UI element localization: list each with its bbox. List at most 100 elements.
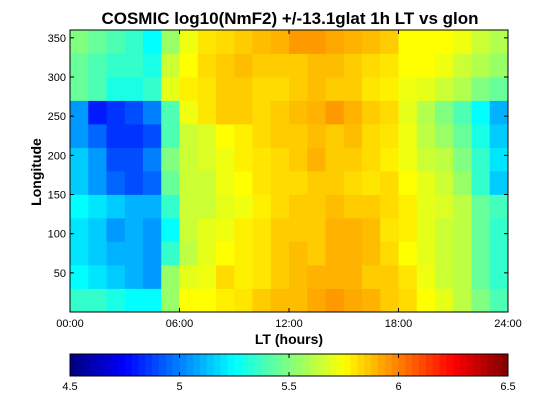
heatmap-cell [343, 77, 363, 101]
colorbar-segment [282, 354, 290, 376]
heatmap-cell [289, 77, 308, 101]
heatmap-cell [216, 265, 235, 289]
heatmap-cell [124, 241, 144, 266]
heatmap-cell [435, 171, 454, 195]
heatmap-cell [161, 171, 180, 195]
heatmap-cell [380, 241, 399, 266]
heatmap-cell [252, 171, 272, 195]
heatmap-cell [270, 77, 290, 101]
heatmap-cell [343, 124, 363, 148]
heatmap-cell [70, 100, 89, 125]
heatmap-cell [307, 77, 326, 101]
heatmap-cell [453, 30, 472, 54]
heatmap-cell [88, 147, 107, 172]
colorbar-segment [90, 354, 98, 376]
heatmap-cell [380, 265, 399, 289]
x-axis-ticks: 00:00 06:00 12:00 18:00 24:00 [56, 30, 522, 330]
heatmap-cell [435, 30, 454, 54]
colorbar-segment [446, 354, 454, 376]
y-tick-label: 250 [48, 111, 66, 123]
heatmap-cell [416, 241, 436, 266]
heatmap-cell [307, 30, 326, 54]
colorbar-segment [405, 354, 413, 376]
heatmap-cell [70, 30, 89, 54]
heatmap-cell [216, 288, 235, 313]
colorbar-segment [302, 354, 310, 376]
heatmap-cell [179, 53, 199, 78]
heatmap-cell [216, 147, 235, 172]
heatmap-cell [416, 124, 436, 148]
heatmap-cell [88, 171, 107, 195]
colorbar-tick-label: 5.5 [281, 381, 296, 393]
heatmap-cell [143, 194, 162, 219]
heatmap-cell [489, 100, 509, 125]
heatmap-cell [197, 53, 217, 78]
heatmap-cell [216, 77, 235, 101]
heatmap-cell [106, 171, 126, 195]
colorbar-segment [377, 354, 386, 376]
colorbar-segment [241, 354, 249, 376]
heatmap-cell [325, 124, 345, 148]
y-tick-label: 300 [48, 72, 66, 84]
colorbar-segment [419, 354, 427, 376]
heatmap-cell [106, 124, 126, 148]
heatmap-cell [197, 171, 217, 195]
heatmap-cell [416, 288, 436, 313]
heatmap-cell [252, 147, 272, 172]
heatmap-cell [453, 218, 472, 242]
heatmap-cell [88, 194, 107, 219]
colorbar-segment [309, 354, 317, 376]
colorbar-segment [179, 354, 187, 376]
heatmap-cell [453, 171, 472, 195]
heatmap-cell [88, 77, 107, 101]
heatmap-cell [143, 53, 162, 78]
heatmap-cell [362, 30, 381, 54]
colorbar-segment [234, 354, 242, 376]
colorbar-segment [227, 354, 235, 376]
heatmap-cell [70, 171, 89, 195]
colorbar-segment [158, 354, 167, 376]
colorbar-segment [460, 354, 468, 376]
heatmap-cell [106, 77, 126, 101]
heatmap-cell [143, 171, 162, 195]
colorbar-tick-label: 4.5 [62, 381, 77, 393]
colorbar-segment [213, 354, 221, 376]
heatmap-cell [453, 194, 472, 219]
heatmap-cell [380, 288, 399, 313]
heatmap-cell [398, 194, 418, 219]
heatmap-cell [252, 30, 272, 54]
heatmap-cell [234, 147, 253, 172]
heatmap-cell [143, 218, 162, 242]
heatmap-cell [289, 218, 308, 242]
y-tick-label: 100 [48, 229, 66, 241]
heatmap-cell [489, 241, 509, 266]
heatmap-cell [343, 171, 363, 195]
heatmap-cell [234, 77, 253, 101]
colorbar-segment [186, 354, 194, 376]
colorbar-segment [480, 354, 488, 376]
heatmap-cell [252, 218, 272, 242]
heatmap-cell [398, 241, 418, 266]
heatmap-cell [270, 30, 290, 54]
heatmap-cell [252, 241, 272, 266]
heatmap-cell [362, 171, 381, 195]
heatmap-cell [252, 100, 272, 125]
heatmap-cell [343, 53, 363, 78]
heatmap-cell [124, 77, 144, 101]
heatmap-cell [471, 241, 491, 266]
heatmap-cell [362, 265, 381, 289]
heatmap-cell [161, 265, 180, 289]
heatmap-cell [489, 53, 509, 78]
heatmap-cell [161, 194, 180, 219]
heatmap-cell [289, 100, 308, 125]
colorbar-segment [398, 354, 406, 376]
heatmap-cell [88, 241, 107, 266]
colorbar-segment [275, 354, 283, 376]
heatmap-cell [106, 194, 126, 219]
heatmap-cell [471, 124, 491, 148]
heatmap-cell [234, 218, 253, 242]
colorbar-segment [357, 354, 365, 376]
y-axis-ticks: 50 100 150 200 250 300 350 [48, 33, 508, 280]
colorbar-segment [261, 354, 269, 376]
colorbar-segment [131, 354, 139, 376]
